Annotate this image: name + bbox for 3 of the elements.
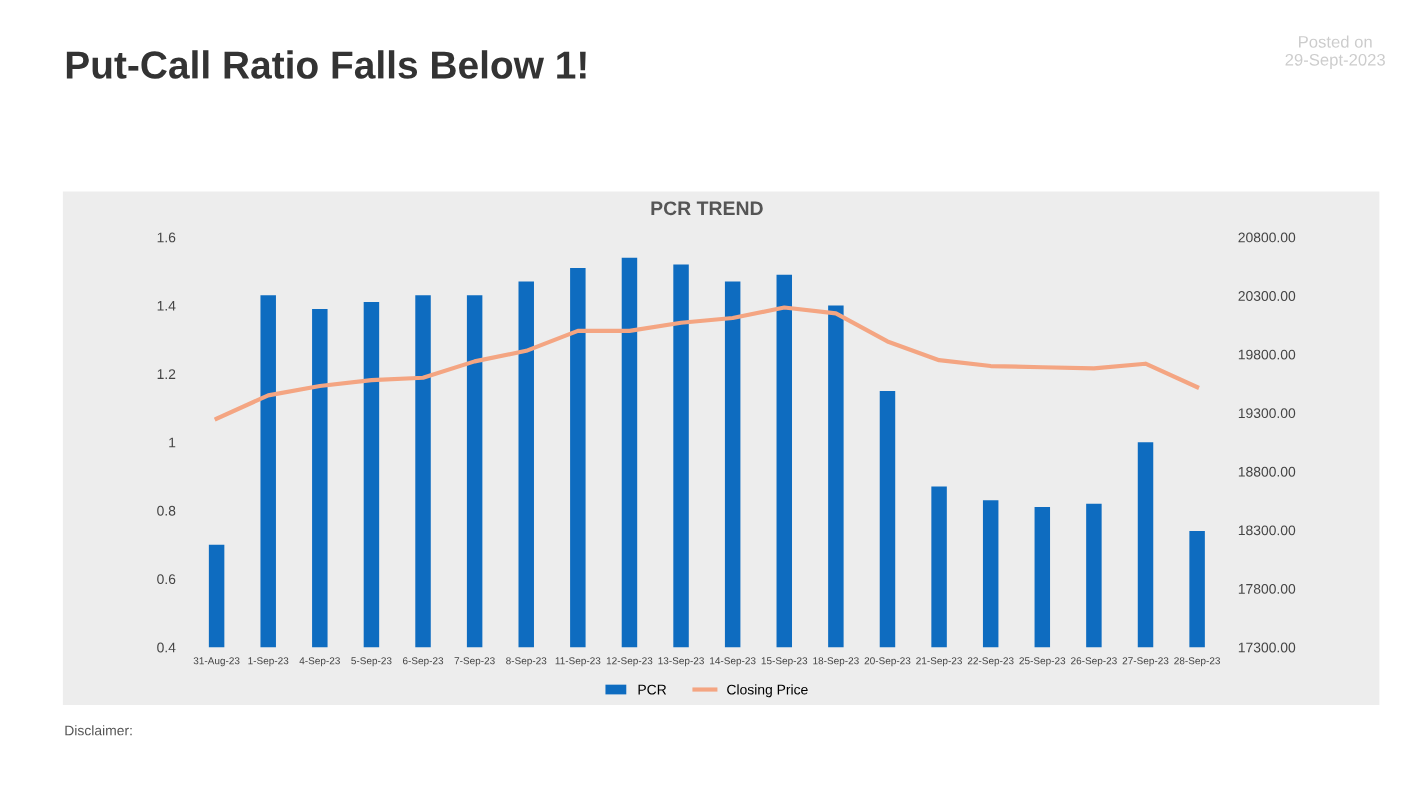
line-series: [214, 305, 1200, 421]
chart-title: Put-Call Ratio Falls Below 1!: [66, 50, 586, 79]
chart-subtitle: PCR TREND: [651, 201, 763, 216]
